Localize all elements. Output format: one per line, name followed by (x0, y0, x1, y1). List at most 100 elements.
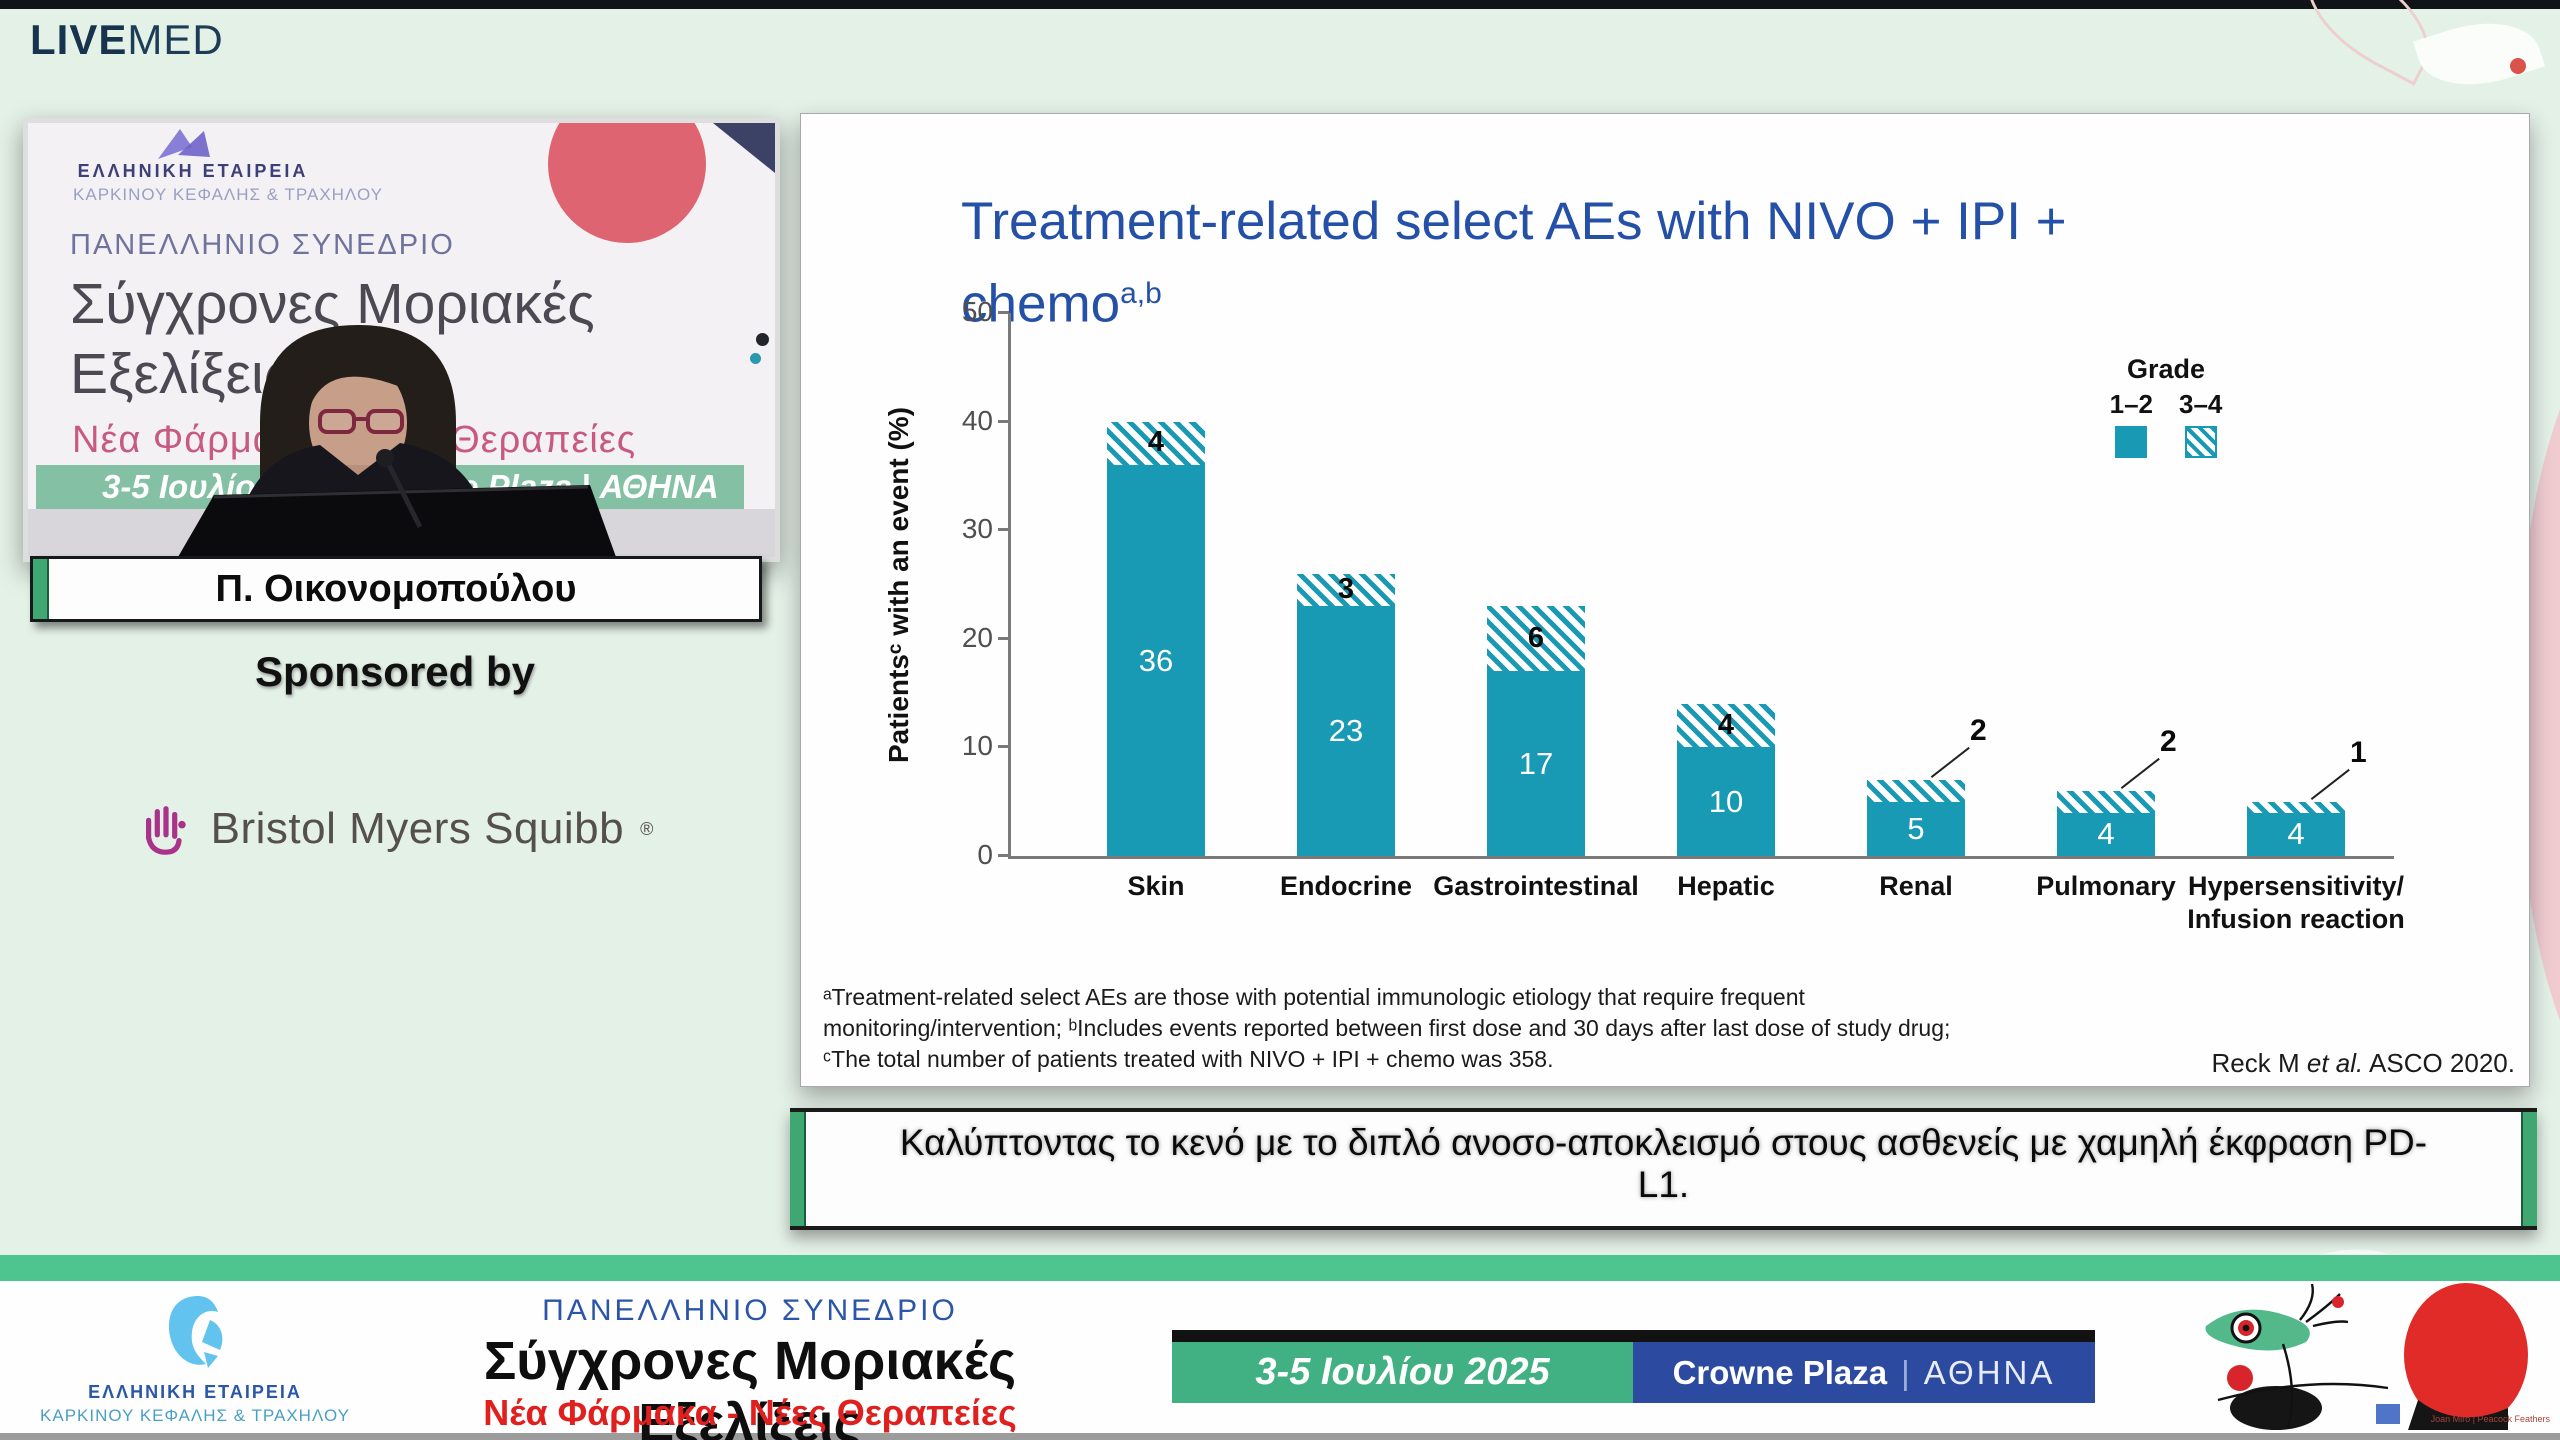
bar-chart: Patientsᶜ with an event (%) 0 10 20 30 40 50 3… (883, 296, 2405, 934)
legend-title: Grade (2126, 354, 2206, 384)
bar-segment-grade-1-2 (2057, 812, 2155, 856)
bar-segment-grade-1-2 (1107, 465, 1205, 856)
slide-footnotes: ᵃTreatment-related select AEs are those … (823, 982, 1950, 1075)
society-footer-logo-icon (169, 1296, 223, 1368)
legend-swatch-hatched-icon (2184, 426, 2217, 458)
footer-bottom-strip (0, 1433, 2560, 1440)
footer-org-subname: ΚΑΡΚΙΝΟΥ ΚΕΦΑΛΗΣ & ΤΡΑΧΗΛΟΥ (40, 1406, 350, 1425)
y-tick-label: 0 (977, 839, 993, 870)
footnote-line: monitoring/intervention; ᵇIncludes event… (823, 1015, 1951, 1041)
livemed-logo: LIVEMED (30, 16, 224, 64)
sponsor-logo: Bristol Myers Squibb ® (60, 800, 730, 858)
poster-congress-label: ΠΑΝΕΛΛΗΝΙΟ ΣΥΝΕΔΡΙΟ (70, 229, 455, 261)
speaker-video[interactable]: ΕΛΛΗΝΙΚΗ ΕΤΑΙΡΕΙΑ ΚΑΡΚΙΝΟΥ ΚΕΦΑΛΗΣ & ΤΡΑ… (23, 118, 780, 562)
poster-date: 3-5 Ιουλίου 2025 (102, 468, 358, 505)
poster-subtitle: Νέα Φάρμακα - Νέες Θεραπείες (72, 419, 637, 461)
footer-congress-title: Σύγχρονες Μοριακές Εξελίξεις (483, 1331, 1017, 1440)
caption-accent-left (790, 1112, 806, 1226)
poster-title-line2: Εξελίξεις (70, 342, 292, 406)
bar-segment-grade-1-2 (1867, 801, 1965, 856)
footer-venue-box: Crowne Plaza | ΑΘΗΝΑ (1633, 1342, 2095, 1403)
bar-value-grade-3-4: 4 (1147, 426, 1165, 459)
poster-org-subname: ΚΑΡΚΙΝΟΥ ΚΕΦΑΛΗΣ & ΤΡΑΧΗΛΟΥ (73, 185, 383, 204)
y-tick-label: 40 (961, 404, 993, 436)
legend-item-grade34: 3–4 (2179, 389, 2223, 419)
footer-venue-city: ΑΘΗΝΑ (1923, 1353, 2056, 1391)
y-tick-label: 10 (961, 730, 993, 762)
bar-segment-grade-3-4 (1297, 573, 1395, 607)
dot-decoration-icon (756, 333, 769, 346)
bar-segment-grade-1-2 (1677, 747, 1775, 856)
bar-segment-grade-3-4 (2057, 790, 2155, 813)
y-tick-mark (998, 745, 1009, 749)
category-label: Hepatic (1677, 871, 1775, 901)
y-tick-mark (998, 854, 1009, 857)
conference-backdrop: ΕΛΛΗΝΙΚΗ ΕΤΑΙΡΕΙΑ ΚΑΡΚΙΝΟΥ ΚΕΦΑΛΗΣ & ΤΡΑ… (28, 123, 775, 557)
session-caption: Καλύπτοντας το κενό με το διπλό ανοσο-απ… (790, 1108, 2537, 1230)
bar-segment-grade-3-4 (2247, 801, 2345, 813)
footer-congress-subtitle: Νέα Φάρμακα - Νέες Θεραπείες (483, 1392, 1017, 1433)
bar-value-grade-3-4: 2 (1970, 713, 1987, 747)
chart-legend: Grade 1–2 3–4 (2096, 354, 2236, 458)
livemed-logo-live: LIVE (30, 16, 128, 63)
legend-swatch-solid-icon (2115, 426, 2148, 458)
y-tick-label: 30 (961, 513, 993, 545)
y-tick-mark (998, 636, 1009, 640)
bar-value-grade-1-2: 4 (2097, 816, 2115, 852)
caption-accent-right (2521, 1112, 2537, 1226)
legend-item-grade12: 1–2 (2109, 389, 2153, 419)
footer-green-band (0, 1255, 2560, 1281)
footnote-line: ᵃTreatment-related select AEs are those … (823, 984, 1805, 1010)
bar-value-grade-1-2: 23 (1328, 713, 1364, 749)
name-plate-accent (33, 559, 49, 619)
speaker-name-plate: Π. Οικονομοπούλου (30, 556, 762, 622)
bar-segment-grade-3-4 (1487, 606, 1585, 672)
y-tick-label: 50 (961, 296, 993, 327)
dot-decoration-icon (750, 353, 761, 364)
footer-congress-label: ΠΑΝΕΛΛΗΝΙΟ ΣΥΝΕΔΡΙΟ (542, 1294, 958, 1327)
bar-segment-grade-3-4 (1677, 703, 1775, 748)
leaf-decoration-icon (2412, 5, 2546, 103)
sponsored-by-label: Sponsored by (254, 648, 536, 695)
poster-corner-decoration (713, 123, 775, 173)
miro-artwork (2205, 1283, 2528, 1430)
category-label: Hypersensitivity/ Infusion reaction (2187, 871, 2405, 934)
footer-date-strip (1172, 1330, 2095, 1342)
bar-value-grade-3-4: 6 (1527, 621, 1545, 654)
callout-leader-line (1930, 746, 1970, 778)
bar-value-grade-3-4: 3 (1337, 572, 1355, 605)
slide-source-citation: Reck M et al. ASCO 2020. (2211, 1048, 2515, 1078)
y-tick-mark (998, 311, 1009, 314)
registered-mark: ® (640, 818, 654, 839)
artwork-credit: Joan Miro | Peacock Feathers (2430, 1414, 2550, 1424)
speaker-name: Π. Οικονομοπούλου (215, 567, 577, 610)
bar-segment-grade-1-2 (1487, 671, 1585, 856)
bar-value-grade-3-4: 2 (2160, 724, 2177, 758)
sponsor-name: Bristol Myers Squibb (210, 804, 625, 853)
y-tick-mark (998, 419, 1009, 423)
bar-value-grade-1-2: 17 (1518, 745, 1554, 781)
footer-venue-separator: | (1901, 1353, 1910, 1391)
bar-segment-grade-1-2 (1297, 606, 1395, 856)
top-strip (0, 0, 2560, 9)
bar-segment-grade-3-4 (1107, 421, 1205, 466)
bar-value-grade-1-2: 36 (1138, 642, 1174, 678)
category-label: Pulmonary (2036, 871, 2176, 901)
category-label: Endocrine (1279, 871, 1413, 901)
poster-venue: Crowne Plaza | ΑΘΗΝΑ (357, 468, 719, 505)
bms-hand-icon (145, 806, 186, 855)
bar-value-grade-3-4: 4 (1717, 708, 1735, 741)
bar-value-grade-1-2: 5 (1907, 810, 1925, 846)
caption-line1: Καλύπτοντας το κενό με το διπλό ανοσο-απ… (899, 1122, 2428, 1163)
category-label: Gastrointestinal (1433, 871, 1639, 901)
category-label: Renal (1879, 871, 1953, 901)
footnote-line: ᶜThe total number of patients treated wi… (823, 1046, 1554, 1072)
footer-date: 3-5 Ιουλίου 2025 (1255, 1351, 1550, 1393)
bar-value-grade-1-2: 4 (2287, 816, 2305, 852)
y-tick-mark (998, 528, 1009, 532)
bar-value-grade-3-4: 1 (2350, 735, 2367, 769)
bar-segment-grade-3-4 (1867, 779, 1965, 802)
footer-venue-name: Crowne Plaza (1672, 1353, 1888, 1391)
slide-title: Treatment-related select AEs with NIVO +… (961, 192, 2067, 334)
